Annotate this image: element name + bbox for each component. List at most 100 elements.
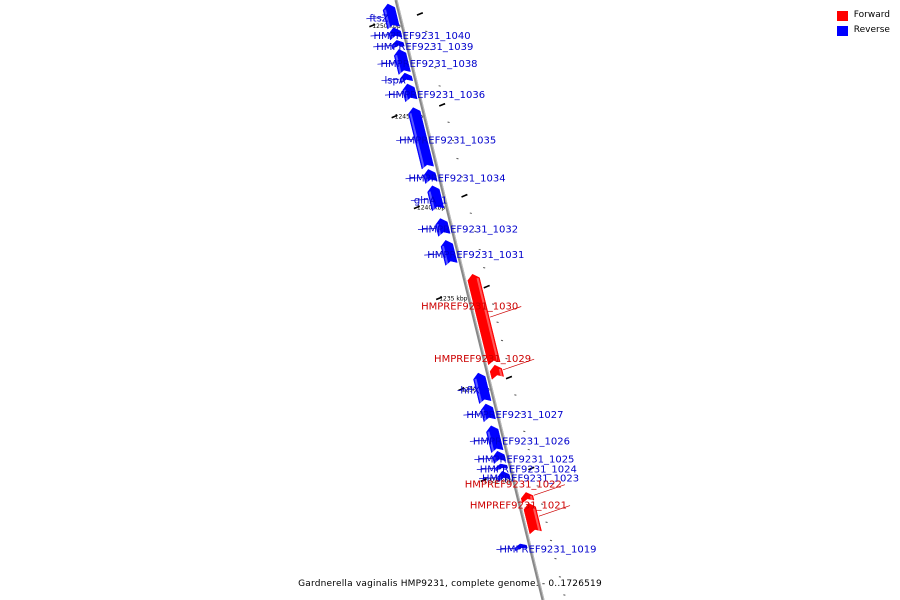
gene-label: HMPREF9231_1024	[480, 465, 577, 476]
gene-arrow	[480, 403, 496, 423]
gene-leader-line	[463, 413, 481, 416]
gene-leader-line	[373, 45, 391, 48]
minor-tick	[505, 357, 508, 360]
gene-leader-line	[410, 198, 429, 201]
gene-label: HMPREF9231_1026	[473, 436, 570, 447]
major-tick-left	[438, 102, 446, 107]
gene-highlight	[395, 54, 402, 75]
gene-highlight	[474, 378, 483, 404]
gene-arrow	[473, 372, 492, 405]
gene-label: HMPREF9231_1019	[499, 545, 596, 556]
gene-arrow	[399, 72, 414, 85]
gene-leader-line	[502, 358, 535, 371]
gene-highlight	[403, 89, 409, 102]
gene-leader-line	[396, 138, 414, 141]
gene-highlight	[487, 431, 495, 453]
minor-tick	[429, 48, 432, 51]
reverse-swatch	[836, 25, 848, 36]
gene-arrow	[514, 543, 528, 552]
minor-tick	[474, 230, 477, 233]
tick-label: 1230 kbp	[461, 386, 489, 393]
gene-label: HMPREF9231_1038	[380, 59, 477, 70]
gene-leader-line	[405, 177, 424, 180]
gene-arrow	[427, 185, 445, 212]
gene-label: HMPREF9231_1032	[421, 225, 518, 236]
major-tick-right	[480, 478, 487, 483]
gene-arrow	[520, 492, 535, 504]
legend-reverse: Reverse	[836, 23, 890, 38]
gene-label: lspA	[384, 76, 405, 87]
gene-arrow	[489, 364, 505, 380]
gene-highlight	[476, 277, 500, 363]
minor-tick	[438, 85, 441, 87]
gene-label: HMPREF9231_1031	[427, 250, 524, 261]
major-tick-left	[528, 466, 535, 471]
gene-leader-line	[366, 17, 384, 20]
gene-label: HMPREF9231_1036	[388, 90, 485, 101]
gene-highlight	[498, 476, 502, 482]
gene-highlight	[482, 409, 487, 422]
minor-tick	[483, 267, 486, 269]
gene-label: glnA_1	[414, 196, 448, 207]
gene-arrow	[408, 107, 434, 170]
gene-arrow	[388, 27, 403, 41]
minor-tick	[434, 67, 437, 69]
gene-label: HMPREF9231_1035	[399, 136, 496, 147]
gene-arrow	[523, 502, 542, 535]
minor-tick	[496, 321, 499, 324]
minor-tick	[536, 485, 539, 487]
gene-label: HMPREF9231_1034	[409, 174, 506, 185]
gene-label: HMPREF9231_1040	[374, 31, 471, 42]
minor-tick	[518, 412, 521, 414]
gene-leader-line	[496, 548, 514, 550]
gene-label: HMPREF9231_1025	[477, 455, 574, 466]
gene-leader-line	[474, 458, 492, 460]
gene-label: HMPREF9231_1022	[465, 480, 562, 491]
gene-highlight	[389, 33, 394, 40]
gene-highlight	[493, 456, 498, 464]
gene-leader-line	[385, 93, 403, 96]
minor-tick	[460, 176, 464, 178]
gene-highlight	[496, 467, 499, 471]
tick-label: 1245 kbp	[395, 114, 423, 121]
tick-label: 1250 kbp	[372, 23, 400, 30]
gene-arrow	[467, 273, 501, 366]
gene-arrow	[382, 3, 400, 30]
major-tick-right	[413, 205, 421, 210]
gene-arrow	[440, 240, 458, 266]
gene-leader-line	[417, 228, 436, 230]
gene-arrow	[393, 49, 411, 75]
gene-label: hflX	[460, 386, 480, 397]
gene-highlight	[532, 506, 541, 532]
minor-tick	[540, 503, 544, 505]
minor-tick	[491, 303, 495, 305]
minor-tick	[478, 248, 481, 251]
gene-arrow	[423, 169, 438, 185]
major-tick-right	[391, 114, 398, 119]
forward-swatch	[836, 10, 848, 21]
gene-leader-line	[457, 388, 475, 391]
tick-label: 1235 kbp	[439, 296, 467, 303]
gene-leader-line	[478, 477, 497, 480]
gene-label: HMPREF9231_1030	[421, 301, 518, 312]
gene-arrow	[497, 470, 511, 483]
major-tick-right	[435, 296, 443, 301]
gene-leader-line	[490, 306, 522, 318]
gene-highlight	[529, 495, 533, 501]
gene-label: HMPREF9231_1029	[434, 354, 531, 365]
gene-leader-line	[538, 505, 571, 517]
major-tick-right	[369, 23, 376, 28]
minor-tick	[425, 30, 428, 33]
gene-highlight	[515, 547, 519, 551]
minor-tick	[469, 212, 472, 214]
genome-caption: Gardnerella vaginalis HMP9231, complete …	[298, 579, 602, 589]
major-tick-left	[416, 11, 424, 16]
tick-label: 1225 kbp	[484, 477, 512, 484]
gene-arrow	[492, 450, 507, 465]
minor-tick	[558, 576, 562, 578]
legend-forward: Forward	[836, 8, 890, 23]
gene-label: HMPREF9231_1023	[482, 474, 579, 485]
major-tick-group: 1250 kbp 1245 kbp 1240 kbp 1235 kbp 1230 kbp…	[369, 11, 535, 484]
gene-label: HMPREF9231_1021	[470, 501, 567, 512]
